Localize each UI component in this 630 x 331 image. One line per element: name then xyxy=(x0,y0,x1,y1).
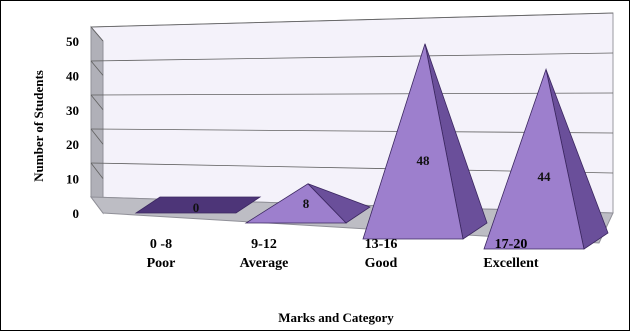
y-tick-label: 20 xyxy=(66,137,79,152)
side-wall xyxy=(90,25,104,215)
category-name-label: Average xyxy=(240,256,289,271)
y-tick-label: 30 xyxy=(66,103,79,118)
y-axis-title: Number of Students xyxy=(31,70,46,182)
category-name-label: Excellent xyxy=(483,256,539,271)
y-tick-label: 40 xyxy=(66,68,79,83)
pyramid-front-face xyxy=(244,183,347,224)
data-label: 48 xyxy=(417,153,431,168)
gridline-side xyxy=(90,60,104,76)
data-label: 8 xyxy=(303,196,310,211)
pyramid-bar: 0 xyxy=(134,196,262,215)
gridline-side xyxy=(90,128,104,145)
data-label: 0 xyxy=(193,200,200,215)
x-axis-title: Marks and Category xyxy=(278,310,394,325)
gridline-side xyxy=(90,26,104,42)
category-range-label: 13-16 xyxy=(365,237,398,252)
gridline xyxy=(90,12,614,28)
data-label: 44 xyxy=(538,169,552,184)
category-range-label: 17-20 xyxy=(495,237,528,252)
gridline-side xyxy=(90,94,104,111)
pyramid-front-face xyxy=(483,67,585,250)
pyramid-bar: 44 xyxy=(483,67,609,250)
pyramid-base xyxy=(134,196,262,214)
gridline xyxy=(90,52,614,62)
pyramid-front-face xyxy=(362,43,464,240)
category-range-label: 0 -8 xyxy=(150,237,172,252)
gridline xyxy=(90,92,614,96)
pyramid-bar: 48 xyxy=(362,43,488,240)
gridline-side xyxy=(90,162,104,179)
y-tick-label: 10 xyxy=(66,172,79,187)
pyramid-bar: 8 xyxy=(244,183,371,224)
y-tick-label: 50 xyxy=(66,34,79,49)
category-name-label: Good xyxy=(365,256,398,271)
category-name-label: Poor xyxy=(147,256,176,271)
y-tick-label: 0 xyxy=(73,206,80,221)
category-range-label: 9-12 xyxy=(251,237,277,252)
